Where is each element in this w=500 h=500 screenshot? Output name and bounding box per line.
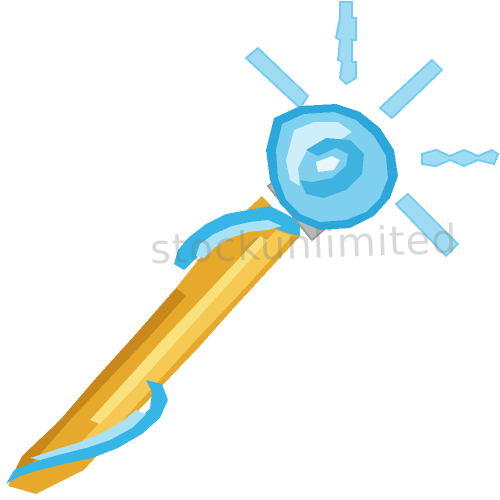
- handle-body: [8, 196, 300, 494]
- lower-grip-light: [30, 410, 146, 460]
- upper-grip-light: [196, 220, 282, 258]
- gem-inner-glow: [316, 156, 340, 172]
- sparkle-ray-right: [421, 148, 500, 168]
- wand-handle: [8, 196, 300, 494]
- sparkle-ray-upper-right: [378, 58, 444, 120]
- gem-swirl: [300, 138, 364, 198]
- handle-shadow: [10, 288, 186, 480]
- handle-highlight: [90, 236, 268, 424]
- sparkle-rays: [244, 1, 500, 258]
- handle-light-stripe: [70, 230, 292, 458]
- sparkle-ray-upper-left: [244, 46, 310, 110]
- wand-gem: [266, 104, 398, 230]
- handle-grips: [6, 206, 300, 484]
- sparkle-ray-top: [334, 1, 357, 86]
- gem-light-facet: [286, 122, 352, 186]
- sparkle-ray-lower-right: [394, 192, 460, 258]
